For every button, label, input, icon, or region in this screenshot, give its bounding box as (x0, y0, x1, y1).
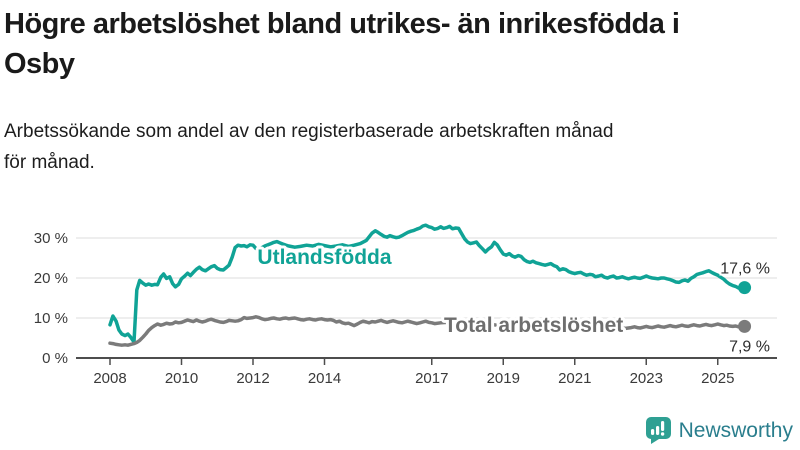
x-tick-label: 2010 (165, 370, 198, 387)
x-tick-label: 2021 (558, 370, 591, 387)
x-tick-label: 2008 (93, 370, 126, 387)
exclamation-dot (660, 432, 664, 436)
x-tick-label: 2025 (701, 370, 734, 387)
series-line-total-arbetsl-shet (108, 315, 747, 347)
x-tick-label: 2019 (487, 370, 520, 387)
title-line-2: Osby (4, 48, 75, 80)
page-title: Högre arbetslöshet bland utrikes- än inr… (4, 4, 796, 84)
series-label: Total arbetslöshet (444, 314, 623, 337)
series-label: Utlandsfödda (257, 246, 391, 269)
x-tick-label: 2012 (236, 370, 269, 387)
chart-subtitle: Arbetssökande som andel av den registerb… (4, 116, 704, 178)
subtitle-line-1: Arbetssökande som andel av den registerb… (4, 121, 614, 142)
end-value-label: 17,6 % (720, 261, 770, 278)
newsworthy-logo[interactable]: Newsworthy (645, 417, 793, 444)
x-tick-label: 2014 (308, 370, 341, 387)
newsworthy-wordmark: Newsworthy (678, 418, 793, 442)
series-end-dot (738, 319, 752, 333)
subtitle-line-2: för månad. (4, 152, 95, 173)
bar-small (650, 429, 654, 435)
y-tick-label: 30 % (34, 230, 68, 247)
line-chart: 2008 2010 2012 2014 2017 2019 2021 2023 2025 0 % 1… (34, 223, 777, 387)
x-tick-label: 2017 (415, 370, 448, 387)
title-line-1: Högre arbetslöshet bland utrikes- än inr… (4, 8, 680, 40)
series-end-dot (738, 281, 752, 295)
end-value-label: 7,9 % (729, 338, 770, 355)
y-tick-label: 0 % (42, 350, 68, 367)
y-tick-label: 10 % (34, 310, 68, 327)
series-line-utlandsf-dda (108, 223, 747, 344)
bar-tall-exclamation (660, 421, 664, 431)
newsworthy-icon (645, 417, 671, 444)
x-tick-label: 2023 (630, 370, 663, 387)
bar-medium (655, 426, 659, 435)
y-tick-label: 20 % (34, 270, 68, 287)
